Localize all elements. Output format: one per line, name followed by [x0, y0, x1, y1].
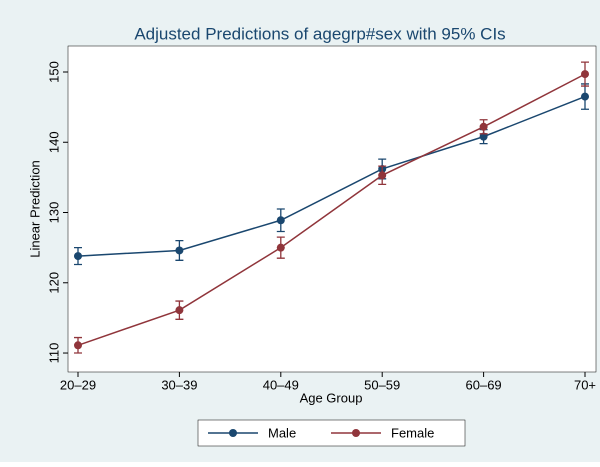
marker: [175, 306, 184, 315]
plot-area: [67, 45, 597, 373]
x-tick-label: 20–29: [60, 377, 96, 392]
x-tick-label: 40–49: [263, 377, 299, 392]
y-tick-label: 120: [46, 272, 61, 294]
y-tick-label: 130: [46, 202, 61, 224]
x-tick-label: 70+: [574, 377, 596, 392]
legend-label: Female: [391, 425, 434, 440]
y-tick-label: 110: [46, 343, 61, 364]
marker: [175, 246, 184, 255]
x-tick-label: 50–59: [364, 377, 400, 392]
marker: [276, 216, 285, 225]
series-line: [77, 73, 586, 347]
marker: [276, 243, 285, 252]
marker: [581, 92, 589, 101]
marker: [74, 341, 82, 350]
x-tick-label: 60–69: [466, 377, 502, 392]
x-tick-label: 30–39: [161, 377, 197, 392]
marker: [479, 122, 488, 131]
legend-marker: [352, 429, 360, 437]
y-axis-label: Linear Prediction: [27, 160, 42, 258]
marker: [581, 70, 589, 79]
marker: [378, 171, 387, 180]
chart-title: Adjusted Predictions of agegrp#sex with …: [134, 24, 505, 43]
series-line: [77, 95, 586, 257]
x-axis-label: Age Group: [300, 390, 363, 405]
y-tick-label: 140: [46, 131, 61, 153]
marker: [74, 252, 82, 261]
marker: [479, 132, 488, 141]
y-tick-label: 150: [46, 61, 61, 83]
legend-marker: [229, 429, 237, 437]
legend-label: Male: [268, 425, 296, 440]
